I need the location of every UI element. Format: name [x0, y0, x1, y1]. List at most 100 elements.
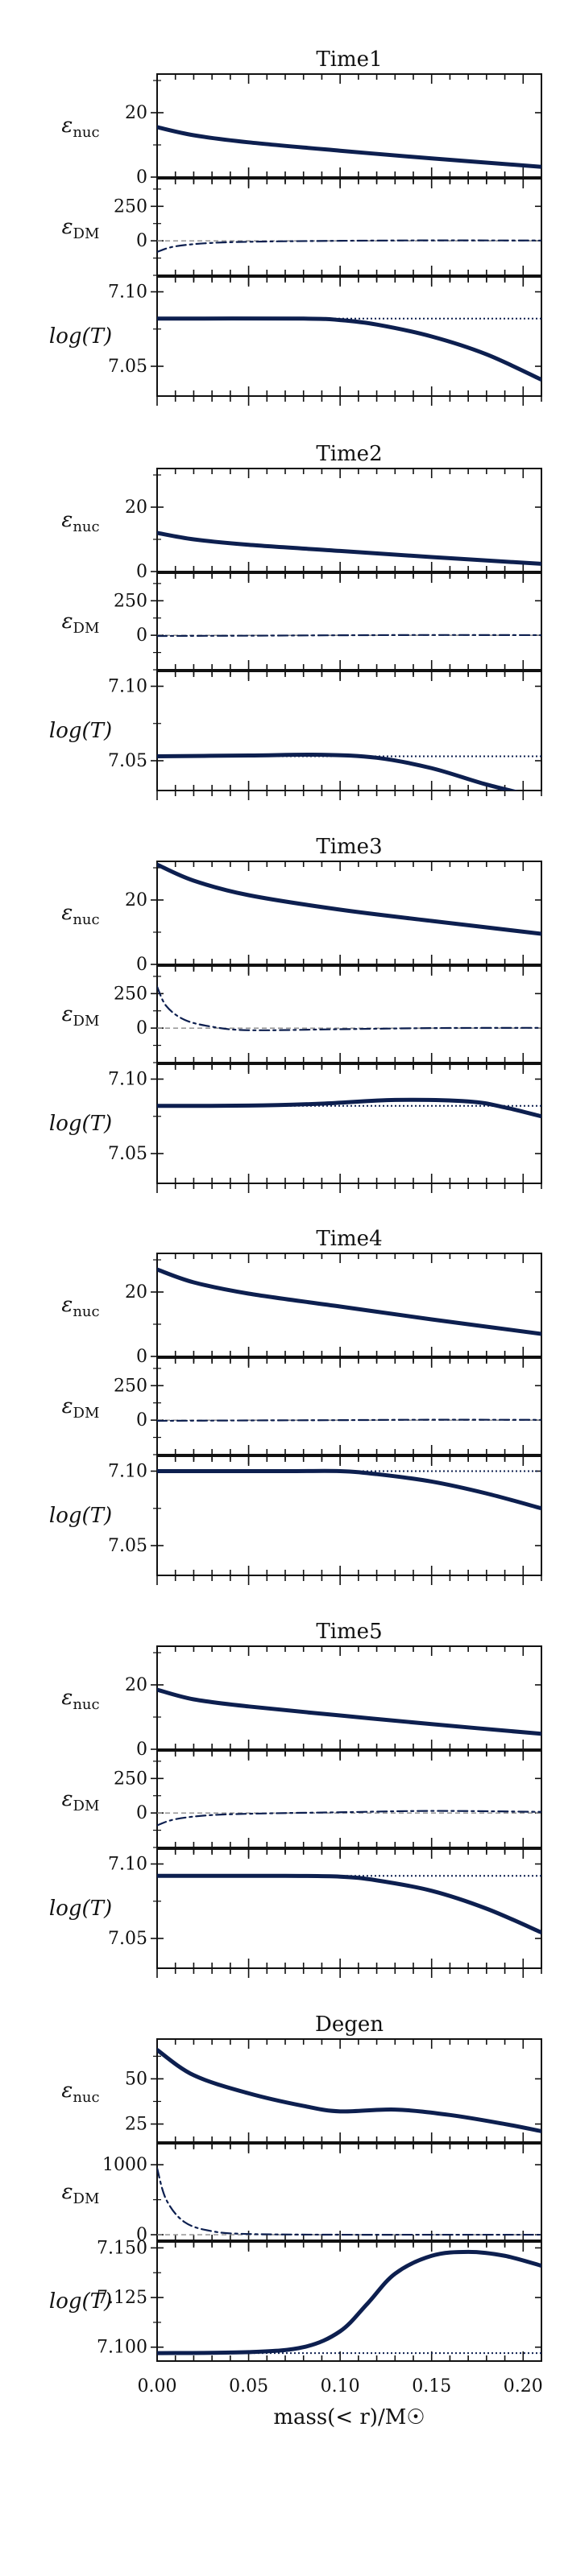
- series-line-logT: [157, 1873, 541, 1935]
- axes-frame: [156, 572, 542, 671]
- axes-frame: [156, 468, 542, 572]
- series-line-logT: [157, 316, 541, 382]
- series-line-dm: [157, 1418, 541, 1422]
- y-tick-label: 0: [136, 1018, 147, 1038]
- axes-frame: [156, 671, 542, 791]
- series-line-logT: [157, 2249, 541, 2355]
- y-tick-label: 250: [114, 591, 147, 611]
- y-tick-label: 7.10: [108, 1070, 147, 1090]
- row-label-nuc: εnuc: [61, 1686, 99, 1713]
- axes-frame: [156, 1455, 542, 1576]
- panel-title: Time5: [316, 1620, 382, 1644]
- series-line-nuc: [157, 1687, 541, 1736]
- y-tick-label: 0: [136, 1803, 147, 1823]
- axes-frame: [156, 861, 542, 965]
- row-label-nuc: εnuc: [61, 2079, 99, 2106]
- axes-frame: [156, 2241, 542, 2362]
- y-tick-label: 0: [136, 1740, 147, 1760]
- y-tick-label: 20: [125, 890, 147, 910]
- y-tick-label: 7.05: [108, 357, 147, 377]
- row-label-dm: εDM: [62, 609, 100, 637]
- y-tick-label: 50: [125, 2069, 147, 2089]
- y-tick-label: 0: [136, 625, 147, 646]
- series-line-nuc: [157, 2047, 541, 2134]
- y-tick-label: 250: [114, 1769, 147, 1789]
- series-line-dm: [157, 634, 541, 638]
- axes-frame: [156, 1848, 542, 1969]
- axes-frame: [156, 1357, 542, 1455]
- x-tick-label: 0.05: [229, 2376, 268, 2396]
- series-line-dm: [157, 1810, 541, 1827]
- axes-frame: [156, 2038, 542, 2143]
- row-label-dm: εDM: [62, 1002, 100, 1030]
- y-tick-label: 0: [136, 1347, 147, 1367]
- y-tick-label: 0: [136, 231, 147, 251]
- series-line-nuc: [157, 862, 541, 936]
- x-tick-label: 0.20: [504, 2376, 543, 2396]
- panel-title: Time2: [316, 442, 382, 466]
- y-tick-label: 0: [136, 1410, 147, 1430]
- y-tick-label: 20: [125, 1282, 147, 1302]
- x-tick-label: 0.15: [412, 2376, 451, 2396]
- row-label-logT: log(T): [49, 324, 112, 349]
- y-tick-label: 7.10: [108, 1855, 147, 1875]
- series-line-logT: [157, 1097, 541, 1119]
- axes-frame: [156, 276, 542, 397]
- series-line-logT: [157, 752, 519, 791]
- panel-title: Time3: [316, 835, 382, 859]
- row-label-nuc: εnuc: [61, 114, 99, 141]
- y-tick-label: 7.100: [97, 2338, 147, 2358]
- y-tick-label: 250: [114, 1376, 147, 1396]
- y-tick-label: 7.125: [97, 2288, 147, 2308]
- y-tick-label: 7.10: [108, 677, 147, 697]
- y-tick-label: 250: [114, 984, 147, 1004]
- y-tick-label: 7.05: [108, 751, 147, 771]
- y-tick-label: 250: [114, 196, 147, 217]
- axes-frame: [156, 1750, 542, 1848]
- y-tick-label: 7.10: [108, 1462, 147, 1482]
- panel-title: Degen: [315, 2013, 384, 2037]
- series-line-dm: [157, 2167, 541, 2236]
- y-tick-label: 0: [136, 562, 147, 582]
- row-label-dm: εDM: [62, 2180, 100, 2207]
- axes-frame: [156, 2143, 542, 2241]
- y-tick-label: 7.05: [108, 1144, 147, 1164]
- row-label-nuc: εnuc: [61, 508, 99, 535]
- axes-frame: [156, 178, 542, 276]
- row-label-logT: log(T): [49, 1897, 112, 1921]
- y-tick-label: 7.05: [108, 1929, 147, 1949]
- axes-frame: [156, 1063, 542, 1184]
- series-line-nuc: [157, 530, 541, 566]
- series-line-dm: [157, 985, 541, 1031]
- panel-title: Time1: [316, 47, 382, 72]
- row-label-nuc: εnuc: [61, 1293, 99, 1320]
- row-label-logT: log(T): [49, 2289, 112, 2314]
- y-tick-label: 25: [125, 2115, 147, 2135]
- axes-frame: [156, 1253, 542, 1357]
- axes-frame: [156, 965, 542, 1063]
- row-label-logT: log(T): [49, 1504, 112, 1528]
- panel-title: Time4: [316, 1227, 382, 1251]
- row-label-dm: εDM: [62, 1787, 100, 1814]
- row-label-dm: εDM: [62, 215, 100, 242]
- row-label-dm: εDM: [62, 1394, 100, 1422]
- series-line-nuc: [157, 1267, 541, 1336]
- y-tick-label: 7.10: [108, 283, 147, 303]
- row-label-logT: log(T): [49, 1112, 112, 1136]
- y-tick-label: 20: [125, 1675, 147, 1695]
- y-tick-label: 7.05: [108, 1536, 147, 1556]
- y-tick-label: 7.150: [97, 2238, 147, 2258]
- y-tick-label: 20: [125, 497, 147, 518]
- x-tick-label: 0.10: [321, 2376, 360, 2396]
- y-tick-label: 1000: [102, 2155, 147, 2175]
- axes-frame: [156, 1645, 542, 1750]
- y-tick-label: 20: [125, 103, 147, 123]
- series-line-dm: [157, 239, 541, 253]
- y-tick-label: 0: [136, 955, 147, 975]
- y-tick-label: 0: [136, 167, 147, 188]
- series-line-nuc: [157, 125, 541, 169]
- series-line-logT: [157, 1468, 541, 1511]
- x-tick-label: 0.00: [138, 2376, 177, 2396]
- x-axis-label: mass(< r)/M☉: [273, 2405, 425, 2429]
